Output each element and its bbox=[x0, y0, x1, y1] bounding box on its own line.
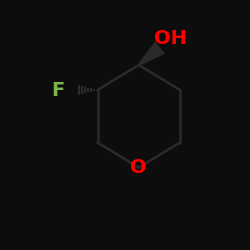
Text: F: F bbox=[51, 80, 64, 100]
Polygon shape bbox=[138, 42, 164, 66]
Text: OH: OH bbox=[154, 29, 186, 48]
Text: O: O bbox=[130, 158, 147, 177]
